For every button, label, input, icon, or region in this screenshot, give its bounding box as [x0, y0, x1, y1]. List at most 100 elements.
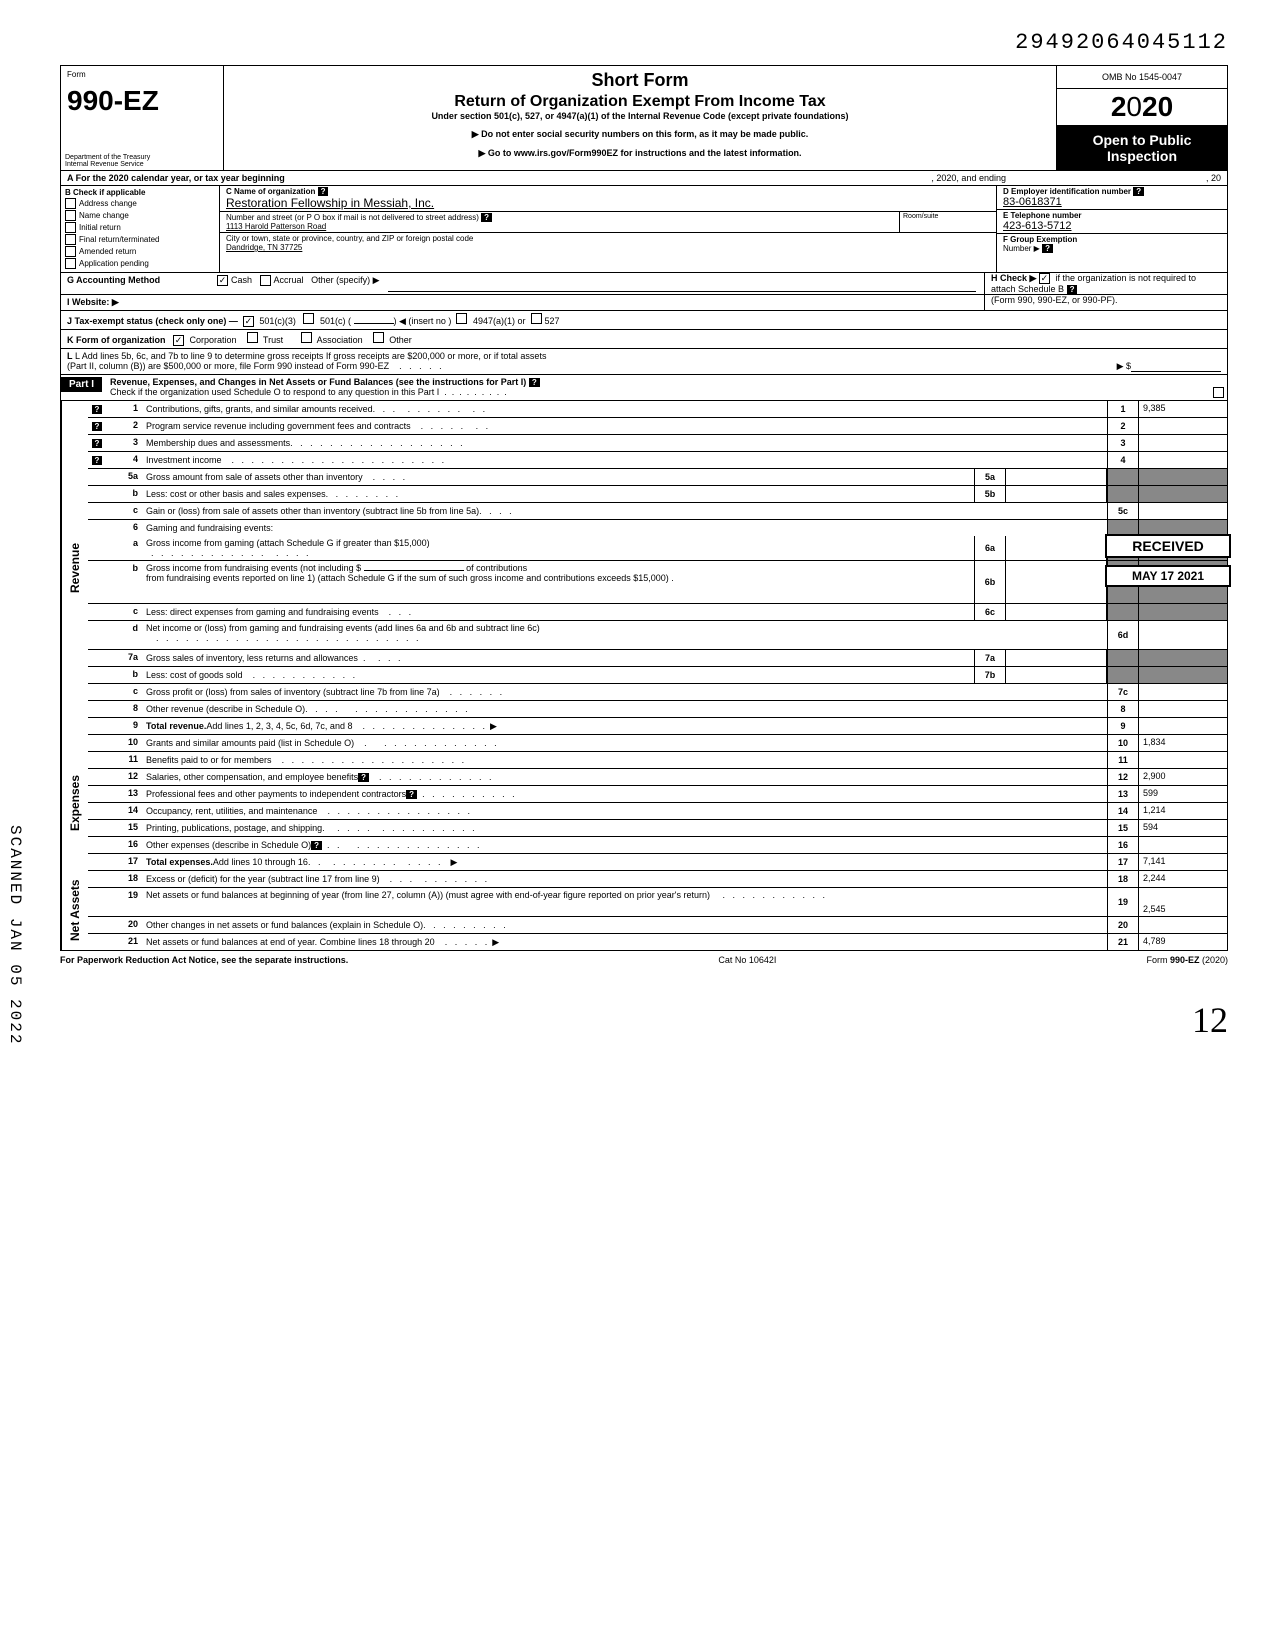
label-4947: 4947(a)(1) or — [473, 316, 526, 326]
accounting-label: G Accounting Method — [67, 275, 217, 292]
line-num: c — [106, 684, 142, 700]
row-a-start: A For the 2020 calendar year, or tax yea… — [67, 173, 285, 183]
row-i: I Website: ▶ (Form 990, 990-EZ, or 990-P… — [60, 295, 1228, 311]
ein-row: D Employer identification number ? 83-06… — [997, 186, 1227, 210]
line-subcol: 6c — [974, 604, 1006, 620]
row-l: L L Add lines 5b, 6c, and 7b to line 9 t… — [60, 349, 1228, 375]
line-desc: Other changes in net assets or fund bala… — [146, 920, 423, 930]
help-icon: ? — [92, 422, 103, 431]
label-trust: Trust — [263, 335, 283, 345]
line-num: 13 — [106, 786, 142, 802]
line-val-shaded — [1138, 604, 1227, 620]
line-val — [1138, 418, 1227, 434]
line-val — [1138, 503, 1227, 519]
line-num: 2 — [106, 418, 142, 434]
short-form-label: Short Form — [232, 70, 1048, 91]
line-val — [1138, 435, 1227, 451]
line-col: 13 — [1107, 786, 1138, 802]
org-name: Restoration Fellowship in Messiah, Inc. — [226, 196, 434, 210]
checkbox-527[interactable] — [531, 313, 542, 324]
room-suite: Room/suite — [899, 212, 996, 232]
line-desc: Professional fees and other payments to … — [146, 789, 406, 799]
line-desc: Printing, publications, postage, and shi… — [146, 823, 322, 833]
line-col: 4 — [1107, 452, 1138, 468]
help-icon: ? — [92, 405, 103, 414]
line-val-shaded — [1138, 650, 1227, 666]
line-num: b — [106, 561, 142, 603]
checkbox-4947[interactable] — [456, 313, 467, 324]
line-num: 20 — [106, 917, 142, 933]
checkbox-corp[interactable]: ✓ — [173, 335, 184, 346]
line-desc: Gross profit or (loss) from sales of inv… — [146, 687, 440, 697]
line-subval — [1006, 667, 1107, 683]
form-number: 990-EZ — [67, 85, 217, 117]
received-date: MAY 17 2021 — [1105, 565, 1231, 587]
line-val-shaded: MAY 17 2021 — [1138, 561, 1227, 603]
checkbox-trust[interactable] — [247, 332, 258, 343]
line-subval — [1006, 536, 1107, 560]
line-desc: Less: cost or other basis and sales expe… — [146, 489, 326, 499]
line-desc: Net assets or fund balances at end of ye… — [146, 937, 435, 947]
netassets-side-label: Net Assets — [61, 871, 88, 950]
help-icon: ? — [1067, 285, 1078, 294]
line-val: 594 — [1138, 820, 1227, 836]
label-name-change: Name change — [79, 211, 129, 220]
checkbox-accrual[interactable] — [260, 275, 271, 286]
row-k: K Form of organization ✓ Corporation Tru… — [60, 330, 1228, 349]
line-val: 2,900 — [1138, 769, 1227, 785]
checkbox-pending[interactable] — [65, 258, 76, 269]
line-val — [1138, 684, 1227, 700]
group-ex-number: Number ▶ — [1003, 244, 1040, 253]
help-icon: ? — [406, 790, 417, 799]
line-desc: Excess or (deficit) for the year (subtra… — [146, 874, 380, 884]
line-num: 16 — [106, 837, 142, 853]
checkbox-501c3[interactable]: ✓ — [243, 316, 254, 327]
line-desc: Membership dues and assessments — [146, 438, 290, 448]
addr-label: Number and street (or P O box if mail is… — [226, 213, 479, 222]
label-pending: Application pending — [79, 259, 149, 268]
label-assoc: Association — [317, 335, 363, 345]
line-desc: Program service revenue including govern… — [146, 421, 411, 431]
row-l-text: L Add lines 5b, 6c, and 7b to line 9 to … — [75, 351, 546, 361]
city: Dandridge, TN 37725 — [226, 243, 302, 252]
checkbox-final[interactable] — [65, 234, 76, 245]
line-desc: Net income or (loss) from gaming and fun… — [146, 623, 540, 633]
checkbox-other-org[interactable] — [373, 332, 384, 343]
line-num: 4 — [106, 452, 142, 468]
line-subcol: 7a — [974, 650, 1006, 666]
row-h-label: H Check ▶ — [991, 273, 1036, 283]
org-name-row: C Name of organization ? Restoration Fel… — [220, 186, 996, 212]
line-num: 8 — [106, 701, 142, 717]
checkbox-h[interactable]: ✓ — [1039, 273, 1050, 284]
checkbox-cash[interactable]: ✓ — [217, 275, 228, 286]
revenue-side-label: Revenue — [61, 401, 88, 735]
line-num: 15 — [106, 820, 142, 836]
line-val: 1,834 — [1138, 735, 1227, 751]
top-code-value: 29492064045112 — [1015, 30, 1228, 55]
label-other-org: Other — [389, 335, 412, 345]
checkbox-501c[interactable] — [303, 313, 314, 324]
line-col: 9 — [1107, 718, 1138, 734]
ssn-warning: ▶ Do not enter social security numbers o… — [232, 129, 1048, 140]
row-l-text2: (Part II, column (B)) are $500,000 or mo… — [67, 361, 389, 372]
label-amended: Amended return — [79, 247, 136, 256]
line-val-shaded: RECEIVED — [1138, 536, 1227, 560]
checkbox-assoc[interactable] — [301, 332, 312, 343]
line-val: 9,385 — [1138, 401, 1227, 417]
checkbox-name[interactable] — [65, 210, 76, 221]
line-subcol: 5b — [974, 486, 1006, 502]
line-val — [1138, 452, 1227, 468]
line-desc: Occupancy, rent, utilities, and maintena… — [146, 806, 317, 816]
checkbox-schedule-o[interactable] — [1213, 387, 1224, 398]
line-val: 2,545 — [1138, 888, 1227, 916]
line-val: 1,214 — [1138, 803, 1227, 819]
line-subval — [1006, 650, 1107, 666]
line-col: 6d — [1107, 621, 1138, 649]
checkbox-initial[interactable] — [65, 222, 76, 233]
footer-center: Cat No 10642I — [718, 955, 776, 965]
checkbox-address[interactable] — [65, 198, 76, 209]
line-val — [1138, 621, 1227, 649]
received-stamp: RECEIVED — [1105, 534, 1231, 558]
checkbox-amended[interactable] — [65, 246, 76, 257]
page-number-bottom: 12 — [60, 999, 1228, 1041]
